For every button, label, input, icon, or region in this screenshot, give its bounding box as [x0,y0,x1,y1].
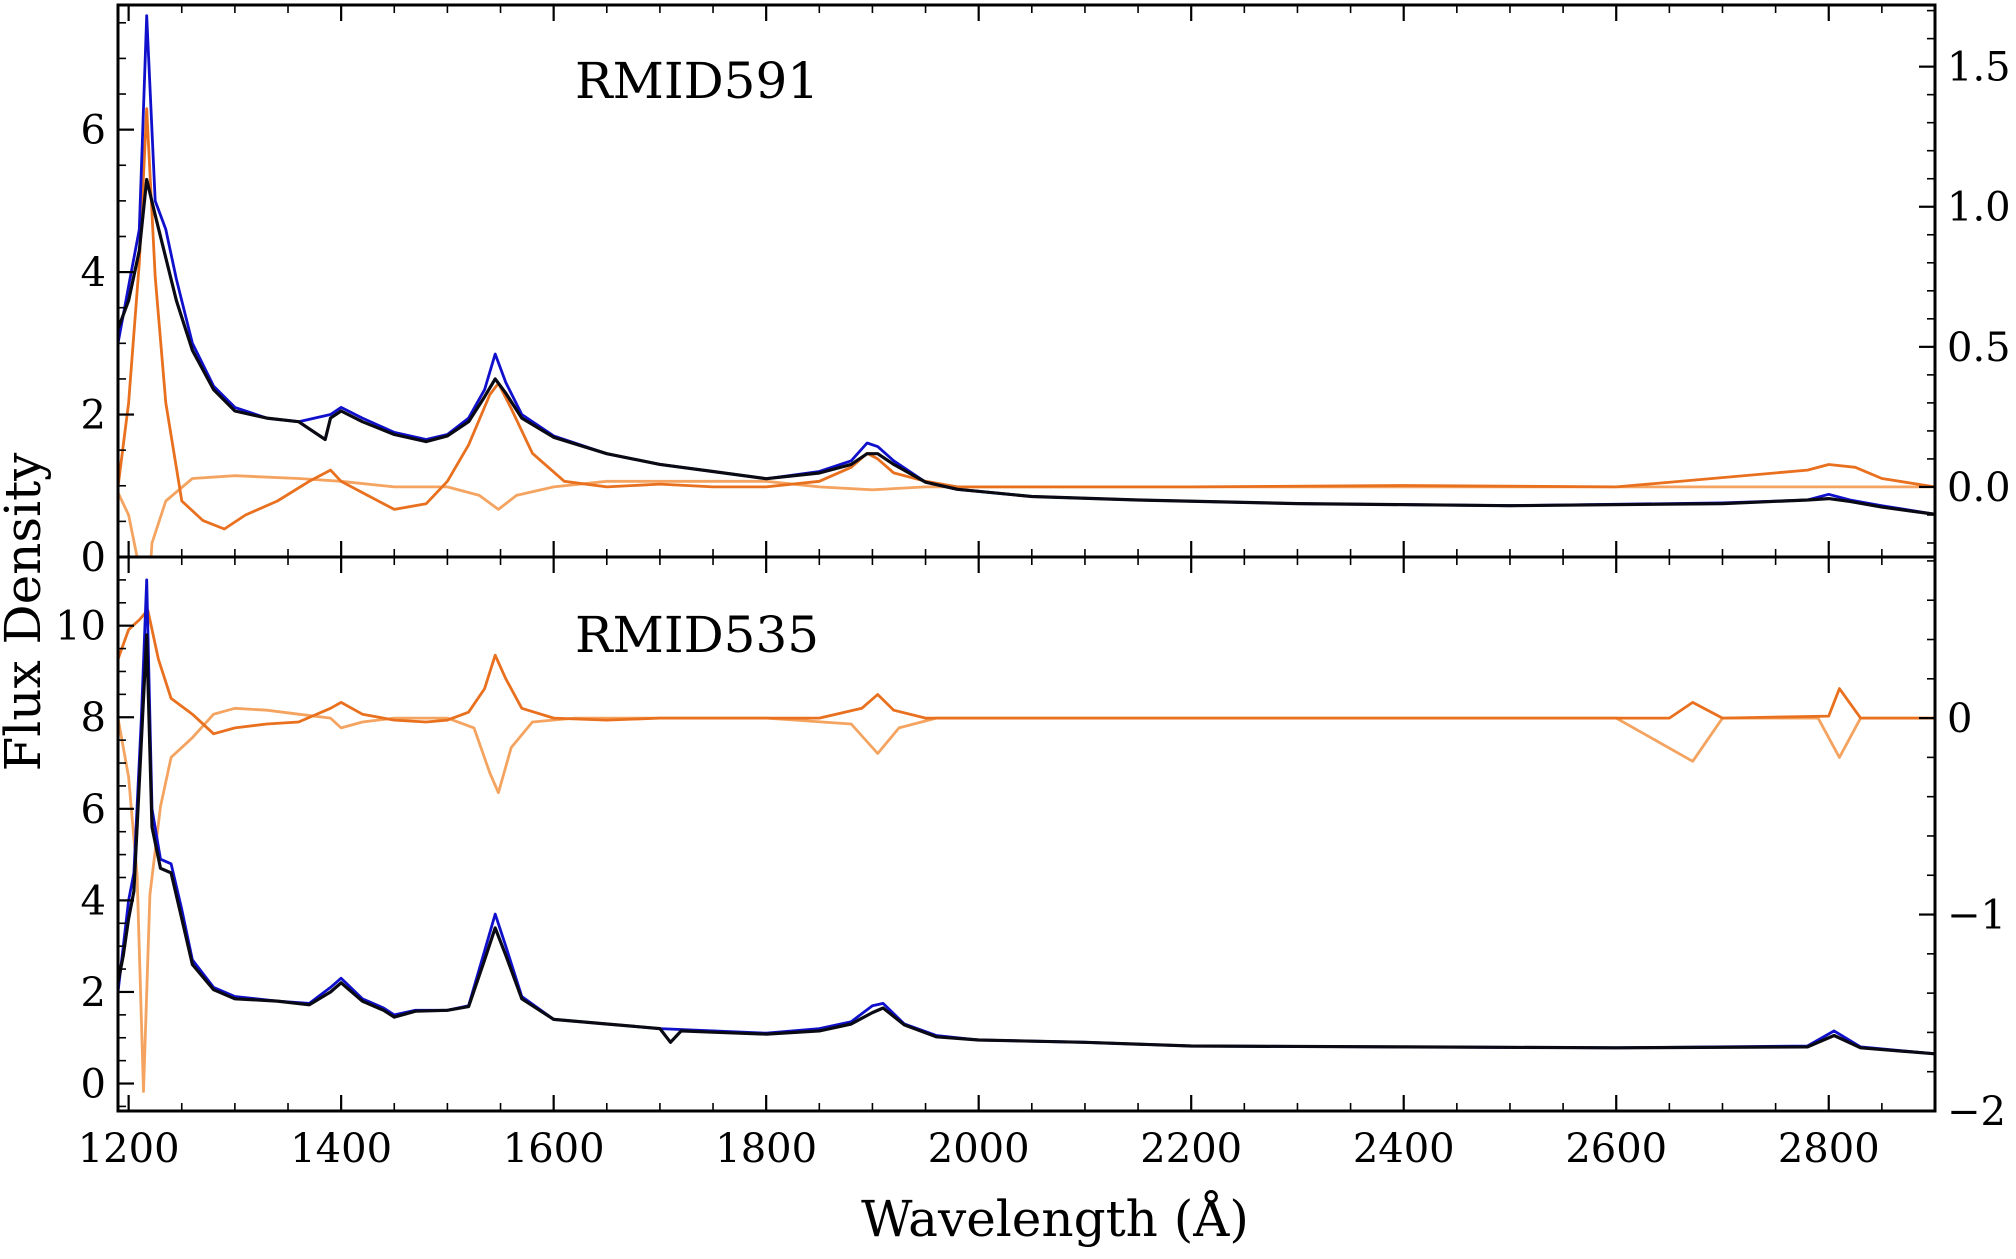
series-line-dark_orange [118,608,1935,736]
panel-title-top: RMID591 [575,52,819,110]
y-tick-label: 0 [81,1062,106,1108]
y-tick-label: 2 [81,970,106,1016]
y2-tick-label: −2 [1947,1089,2006,1135]
series-line-black [118,177,1935,516]
y-tick-label: 6 [81,108,106,154]
y2-tick-label: −1 [1947,893,2006,939]
y-tick-label: 2 [81,393,106,439]
x-tick-label: 1200 [78,1126,180,1172]
y-tick-label: 10 [55,604,106,650]
y2-tick-label: 0 [1947,696,1972,742]
panel-2-series [118,578,1935,1093]
x-tick-label: 2000 [928,1126,1030,1172]
series-line-blue [118,14,1935,516]
x-tick-label: 2800 [1778,1126,1880,1172]
y2-tick-label: 1.5 [1947,45,2011,91]
series-line-light_orange [118,706,1935,1093]
y-tick-label: 8 [81,695,106,741]
y-tick-label: 0 [81,535,106,581]
y2-tick-label: 0.5 [1947,325,2011,371]
series-line-blue [118,578,1935,1056]
x-tick-label: 2600 [1565,1126,1667,1172]
y2-tick-label: 0.0 [1947,465,2011,511]
x-tick-label: 2200 [1140,1126,1242,1172]
x-axis-label: Wavelength (Å) [861,1189,1249,1248]
x-tick-label: 2400 [1353,1126,1455,1172]
x-tick-label: 1600 [503,1126,605,1172]
y-tick-label: 4 [81,878,106,924]
y-tick-label: 6 [81,787,106,833]
y2-tick-label: 1.0 [1947,185,2011,231]
y-axis-label: Flux Density [0,452,52,772]
panel-title-bottom: RMID535 [575,606,819,664]
panel-1-frame [116,3,1937,559]
series-line-dark_orange [118,107,1935,531]
x-tick-label: 1800 [715,1126,817,1172]
x-tick-label: 1400 [290,1126,392,1172]
plot-layer: 0 2 4 6 0.0 0.5 1.0 1.5 0 2 4 6 8 10 −2 −1 0 1200 1400 1600… [55,3,2011,1172]
series-line-black [118,633,1935,1056]
y-tick-label: 4 [81,250,106,296]
panel-2-frame [116,555,1937,1113]
panel-1-series [118,14,1935,557]
